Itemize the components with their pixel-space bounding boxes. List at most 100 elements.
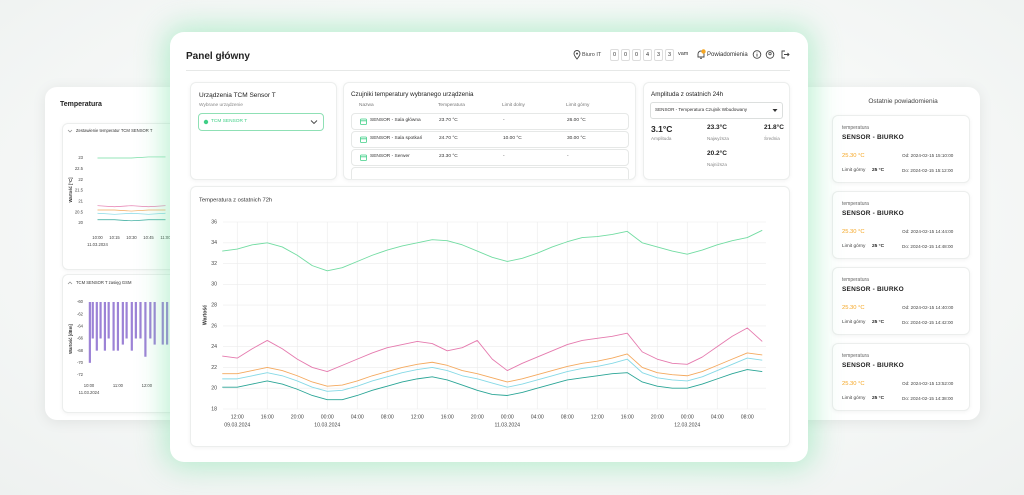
column-header: Temperatura <box>438 103 465 108</box>
x-tick-label: 12:00 <box>142 383 153 388</box>
x-date-label: 09.03.2024 <box>224 422 250 428</box>
counter-unit: vam <box>678 51 689 57</box>
amplitude-card: Amplituda z ostatnich 24h SENSOR - Tempe… <box>643 82 790 180</box>
notification-limit: 25 °C <box>872 396 885 401</box>
y-tick-label: 23 <box>78 155 83 160</box>
y-tick-label: 26 <box>211 323 217 329</box>
column-header: Limit dolny <box>502 103 525 108</box>
bar <box>139 302 142 339</box>
chevron-icon[interactable] <box>67 281 73 285</box>
y-tick-label: 20 <box>78 220 83 225</box>
table-cell: - <box>503 154 505 159</box>
x-tick-label: 08:00 <box>381 414 394 420</box>
counter-digit: 3 <box>654 49 663 61</box>
counter-digit: 4 <box>643 49 652 61</box>
notifications-panel: Ostatnie powiadomienia temperatura SENSOR… <box>790 87 980 420</box>
y-tick-label: 30 <box>211 282 217 288</box>
bar <box>149 302 152 339</box>
notification-category: temperatura <box>842 277 869 283</box>
bar <box>112 302 115 351</box>
table-cell: 30.00 °C <box>567 136 586 141</box>
x-tick-label: 12:00 <box>591 414 604 420</box>
bar <box>107 302 110 339</box>
notification-to: Do: 2024-02-15 14:48:00 <box>902 244 954 249</box>
counter: 0 0 0 4 3 3 vam <box>610 49 689 61</box>
x-tick-label: 20:00 <box>291 414 304 420</box>
field-label: Wybrane urządzenie <box>199 103 243 108</box>
notification-to: Do: 2024-02-15 15:12:00 <box>902 168 954 173</box>
bar <box>99 302 102 339</box>
notifications-link[interactable]: Powiadomienia <box>707 52 748 58</box>
y-tick-label: 32 <box>211 261 217 267</box>
y-tick-label: -60 <box>77 299 84 304</box>
notification-limit-label: Limit górny <box>842 396 866 401</box>
series-line <box>97 219 166 222</box>
sensor-icon <box>360 118 367 125</box>
stat-label: Amplituda <box>651 136 672 141</box>
notification-from: Od: 2024-02-15 13:52:00 <box>902 381 954 386</box>
stat-value: 21.8°C <box>764 124 784 131</box>
notification-sensor: SENSOR - BIURKO <box>842 134 904 141</box>
y-tick-label: 22 <box>211 365 217 371</box>
notification-from: Od: 2024-02-15 15:10:00 <box>902 153 954 158</box>
x-tick-label: 20:00 <box>651 414 664 420</box>
notification-from: Od: 2024-02-15 14:44:00 <box>902 229 954 234</box>
notification-card[interactable]: temperatura SENSOR - BIURKO 25.30 °C Od: 20… <box>832 115 970 183</box>
y-axis-label: Wartość [°C] <box>68 177 73 203</box>
y-tick-label: 28 <box>211 302 217 308</box>
y-tick-label: 20.5 <box>75 209 84 214</box>
counter-digit: 3 <box>665 49 674 61</box>
y-tick-label: -68 <box>77 348 84 353</box>
table-cell: SENSOR - Serwer <box>370 154 410 159</box>
series-line <box>97 205 166 208</box>
divider <box>186 70 790 71</box>
x-tick-label: 08:00 <box>561 414 574 420</box>
x-tick-label: 11:00 <box>160 235 171 240</box>
x-tick-label: 04:00 <box>531 414 544 420</box>
x-date-label: 11.03.2024 <box>79 390 100 395</box>
notification-limit: 25 °C <box>872 168 885 173</box>
y-tick-label: -64 <box>77 323 84 328</box>
bar <box>144 302 147 357</box>
bar <box>103 302 107 351</box>
series-line <box>97 209 166 212</box>
y-tick-label: 36 <box>211 219 217 225</box>
card-title: Urządzenia TCM Sensor T <box>199 92 276 99</box>
sensor-select[interactable]: SENSOR - Temperatura Czujnik Wbudowany <box>650 102 783 119</box>
notification-card[interactable]: temperatura SENSOR - BIURKO 25.30 °C Od: 20… <box>832 267 970 335</box>
y-tick-label: -72 <box>77 372 84 377</box>
notification-card[interactable]: temperatura SENSOR - BIURKO 25.30 °C Od: 20… <box>832 191 970 259</box>
table-cell: 26.00 °C <box>567 118 586 123</box>
x-tick-label: 10:15 <box>109 235 120 240</box>
stat-value: 20.2°C <box>707 150 727 157</box>
stat-label: Najwyższa <box>707 136 729 141</box>
notification-sensor: SENSOR - BIURKO <box>842 210 904 217</box>
series-line <box>222 327 763 373</box>
x-date-label: 11.03.2024 <box>494 422 520 428</box>
notification-card[interactable]: temperatura SENSOR - BIURKO 25.30 °C Od: 20… <box>832 343 970 411</box>
header-icons[interactable] <box>752 49 792 60</box>
bell-icon[interactable] <box>696 49 706 60</box>
table-cell: 10.00 °C <box>503 136 522 141</box>
y-tick-label: 34 <box>211 240 217 246</box>
notification-limit: 25 °C <box>872 320 885 325</box>
series-line <box>222 352 763 387</box>
device-select[interactable]: TCM SENSOR T <box>198 113 324 131</box>
location-icon <box>573 50 581 60</box>
chevron-icon[interactable] <box>67 129 73 133</box>
page-title: Panel główny <box>186 51 250 62</box>
bar <box>153 302 156 345</box>
series-line <box>97 156 166 159</box>
y-axis-label: Wartość <box>202 305 208 325</box>
table-cell: 23.70 °C <box>439 118 458 123</box>
counter-digit: 0 <box>621 49 630 61</box>
select-value: TCM SENSOR T <box>211 118 248 124</box>
stat-label: Średnia <box>764 136 780 141</box>
y-tick-label: 22 <box>78 177 83 182</box>
x-tick-label: 12:00 <box>231 414 244 420</box>
y-tick-label: 18 <box>211 406 217 412</box>
bar <box>161 302 164 345</box>
devices-card: Urządzenia TCM Sensor T Wybrane urządzen… <box>190 82 337 180</box>
location-label[interactable]: Biuro IT <box>582 52 602 58</box>
notification-from: Od: 2024-02-15 14:40:00 <box>902 305 954 310</box>
